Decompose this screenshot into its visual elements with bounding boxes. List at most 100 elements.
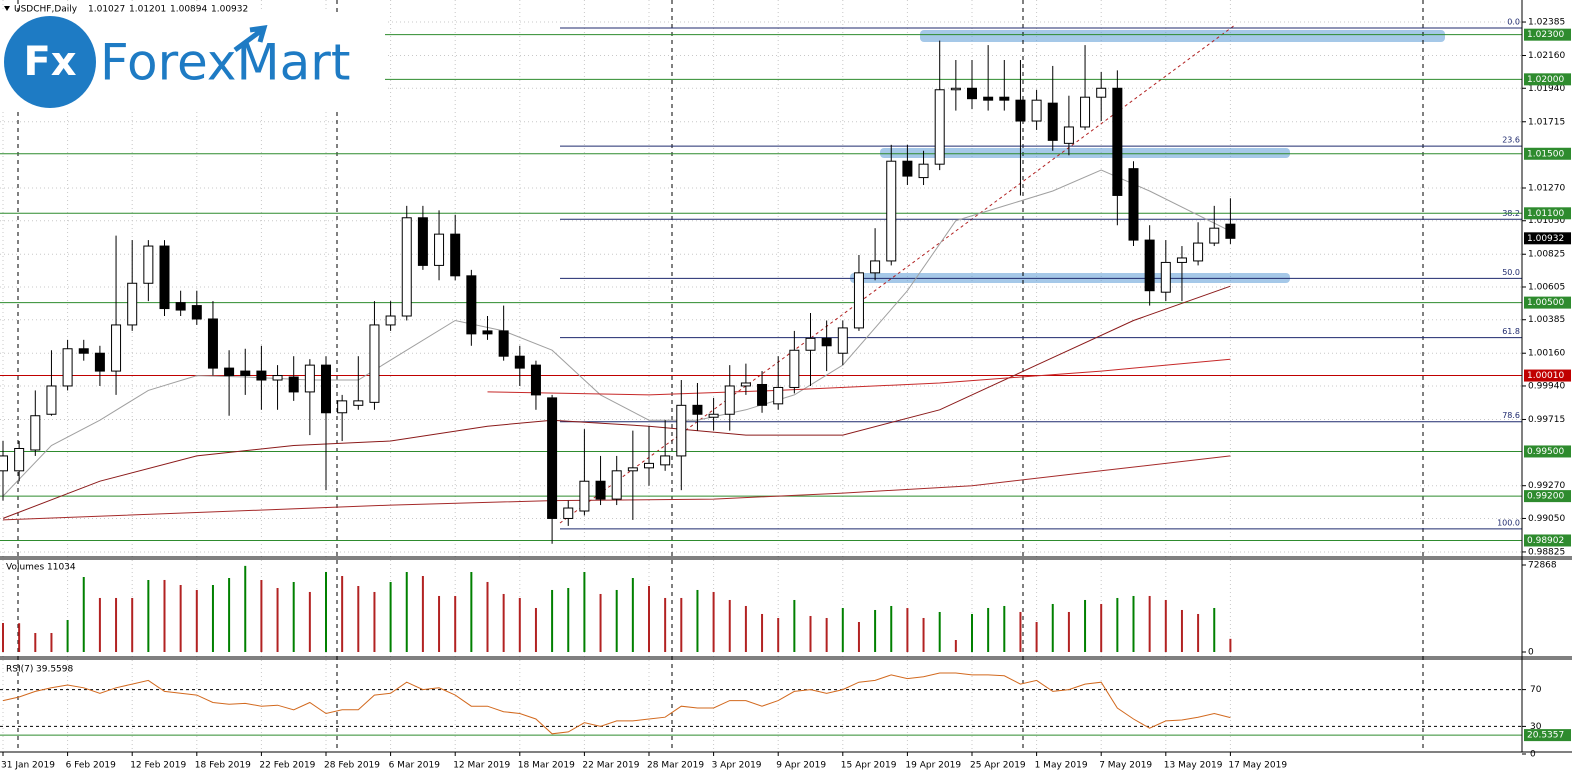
level-tag	[1524, 28, 1571, 41]
candle-body	[353, 400, 364, 406]
candle-body	[708, 413, 719, 418]
level-tag	[1524, 73, 1571, 86]
x-tick-label: 7 May 2019	[1099, 761, 1152, 771]
candle-body	[870, 260, 881, 274]
candle-body	[692, 404, 703, 415]
candle-body	[757, 383, 768, 406]
x-tick-label: 13 May 2019	[1164, 761, 1223, 771]
menu-arrow[interactable]	[4, 6, 10, 11]
level-tag	[1524, 147, 1571, 160]
y-tick-label: 0.98825	[1528, 547, 1565, 557]
candle-body	[369, 324, 380, 403]
candle-body	[127, 282, 138, 326]
y-tick-label: 1.01270	[1528, 183, 1565, 193]
level-label: 1.00500	[1527, 298, 1564, 308]
y-tick-label: 0	[1528, 648, 1534, 658]
y-tick-label: 30	[1530, 722, 1542, 732]
candle-body	[1080, 96, 1091, 128]
candle-body	[30, 415, 41, 451]
candle-body	[337, 400, 348, 414]
candle-body	[1015, 99, 1026, 122]
volume-current: 11034	[47, 563, 76, 573]
y-tick-label: 1.01050	[1528, 216, 1565, 226]
ohlc-low: 1.00894	[170, 5, 207, 15]
moving-average	[2, 285, 1231, 519]
y-tick-label: 70	[1530, 685, 1542, 695]
level-label: 1.01500	[1527, 149, 1564, 159]
candle-body	[304, 364, 315, 393]
candle-body	[0, 455, 8, 472]
logo-arrow	[233, 24, 268, 53]
candle-body	[94, 352, 105, 372]
rsi-current: 39.5598	[36, 665, 73, 675]
moving-average	[2, 455, 1231, 521]
candle-body	[837, 327, 848, 354]
x-tick-label: 19 Apr 2019	[905, 761, 961, 771]
level-tag	[1524, 490, 1571, 503]
candle-body	[967, 87, 977, 100]
candle-body	[950, 87, 961, 91]
moving-average	[2, 169, 1231, 497]
candle-body	[660, 455, 671, 466]
y-tick-label: 0.99715	[1528, 415, 1565, 425]
x-tick-label: 1 May 2019	[1035, 761, 1088, 771]
candle-body	[1225, 223, 1236, 239]
symbol-title: USDCHF,Daily	[14, 5, 78, 15]
candle-body	[1128, 168, 1139, 241]
x-tick-label: 28 Feb 2019	[324, 761, 380, 771]
panel-frames	[0, 0, 1572, 753]
level-tag	[1524, 729, 1571, 742]
candle-body	[401, 217, 412, 317]
x-tick-label: 22 Feb 2019	[259, 761, 315, 771]
y-tick-label: 1.01940	[1528, 84, 1565, 94]
candle-body	[224, 367, 235, 377]
candle-body	[773, 386, 784, 405]
fibo-label: 23.6	[1502, 136, 1520, 145]
level-tag	[1524, 207, 1571, 220]
x-tick-label: 15 Apr 2019	[841, 761, 897, 771]
candle-body	[1193, 242, 1204, 262]
candle-body	[579, 480, 590, 512]
zone	[920, 30, 1445, 42]
y-tick-label: 0.99050	[1528, 514, 1565, 524]
fibo-label: 100.0	[1497, 518, 1520, 527]
candle-body	[450, 233, 461, 277]
x-tick-label: 3 Apr 2019	[712, 761, 762, 771]
level-tag	[1524, 445, 1571, 458]
candle-body	[14, 447, 25, 472]
candle-body	[111, 324, 122, 372]
y-tick-label: 0.99940	[1528, 381, 1565, 391]
y-tick-label: 1.00825	[1528, 250, 1565, 260]
fibo-label: 78.6	[1502, 411, 1520, 420]
level-label: 0.99500	[1527, 447, 1564, 457]
candle-body	[563, 507, 574, 519]
candle-body	[191, 305, 202, 320]
candle-body	[466, 275, 477, 335]
y-tick-label: 1.00605	[1528, 282, 1565, 292]
y-tick-label: 1.02385	[1528, 18, 1565, 28]
candle-body	[530, 364, 541, 396]
candle-body	[740, 382, 751, 387]
candle-body	[498, 330, 509, 357]
candle-body	[159, 245, 170, 310]
level-label: 0.99200	[1527, 492, 1564, 502]
candle-body	[321, 364, 331, 414]
level-tag	[1524, 534, 1571, 547]
candle-body	[272, 375, 283, 381]
x-tick-label: 22 Mar 2019	[582, 761, 639, 771]
candle-body	[175, 302, 186, 311]
x-tick-label: 31 Jan 2019	[1, 761, 55, 771]
volume-title: Volumes	[6, 563, 44, 573]
ohlc-open: 1.01027	[88, 5, 125, 15]
candle-body	[288, 376, 299, 393]
rsi-title: RSI(7)	[6, 665, 33, 675]
candle-body	[143, 245, 154, 284]
fibo-label: 0.0	[1507, 17, 1520, 26]
candle-body	[482, 330, 493, 335]
candle-body	[595, 480, 606, 500]
x-tick-label: 12 Feb 2019	[130, 761, 186, 771]
candle-body	[547, 397, 558, 519]
x-tick-label: 17 May 2019	[1228, 761, 1287, 771]
candle-body	[918, 163, 929, 179]
